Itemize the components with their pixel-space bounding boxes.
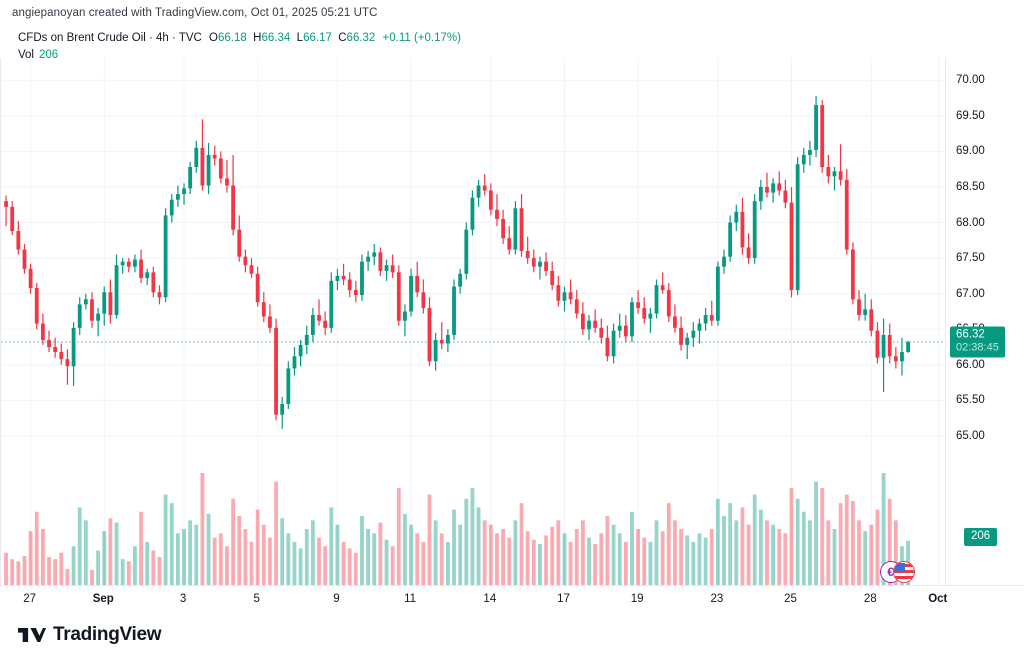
symbol-title[interactable]: CFDs on Brent Crude Oil · 4h · TVC bbox=[18, 32, 202, 44]
price-tick: 68.50 bbox=[956, 180, 985, 193]
us-flag-icon bbox=[893, 563, 914, 579]
time-tick: 23 bbox=[710, 593, 724, 605]
time-tick: 17 bbox=[557, 593, 570, 605]
close-value: 66.32 bbox=[346, 32, 376, 44]
open-label: O bbox=[209, 32, 218, 44]
watermark-text: angiepanoyan created with TradingView.co… bbox=[12, 7, 378, 19]
chart-plot-area[interactable]: € bbox=[0, 58, 946, 585]
footer: TradingView bbox=[0, 612, 1024, 665]
low-value: 66.17 bbox=[303, 32, 332, 44]
us-event-marker-icon[interactable] bbox=[892, 561, 915, 583]
time-tick: 28 bbox=[863, 593, 877, 605]
time-tick: 14 bbox=[483, 593, 497, 605]
high-value: 66.34 bbox=[261, 32, 291, 44]
high-label: H bbox=[253, 32, 262, 44]
euro-symbol: € bbox=[887, 565, 894, 579]
time-tick: 27 bbox=[23, 593, 37, 605]
open-value: 66.18 bbox=[218, 32, 247, 44]
time-tick: 5 bbox=[253, 593, 260, 605]
bar-countdown: 02:38:45 bbox=[956, 341, 999, 354]
tradingview-wordmark: TradingView bbox=[53, 624, 162, 645]
current-price-badge[interactable]: 66.32 02:38:45 bbox=[950, 326, 1005, 358]
time-tick: 11 bbox=[404, 593, 417, 605]
price-axis[interactable]: 70.0069.5069.0068.5068.0067.5067.0066.50… bbox=[945, 58, 1024, 585]
price-tick: 67.00 bbox=[956, 287, 985, 300]
time-tick: 19 bbox=[630, 593, 644, 605]
tradingview-logo[interactable]: TradingView bbox=[18, 624, 162, 646]
low-label: L bbox=[296, 32, 304, 44]
time-tick: Oct bbox=[928, 593, 948, 605]
price-tick: 69.00 bbox=[956, 145, 985, 158]
time-tick: 9 bbox=[333, 593, 340, 605]
volume-badge[interactable]: 206 bbox=[964, 527, 998, 546]
legend-row-ohlc: CFDs on Brent Crude Oil · 4h · TVC O66.1… bbox=[18, 31, 461, 46]
time-tick: 25 bbox=[784, 593, 797, 605]
close-label: C bbox=[338, 32, 347, 44]
tradingview-logo-icon bbox=[18, 628, 46, 642]
current-price-value: 66.32 bbox=[956, 328, 985, 341]
time-tick: 3 bbox=[179, 593, 187, 605]
price-tick: 65.50 bbox=[956, 394, 985, 407]
price-tick: 68.00 bbox=[956, 216, 985, 229]
price-tick: 67.50 bbox=[956, 252, 985, 265]
price-tick: 70.00 bbox=[956, 74, 985, 87]
price-tick: 66.00 bbox=[956, 358, 985, 371]
time-tick: Sep bbox=[92, 593, 114, 605]
candlestick-layer bbox=[1, 95, 946, 585]
change-value: +0.11 (+0.17%) bbox=[382, 32, 461, 44]
time-axis[interactable]: 27 Sep 3 5 9 11 14 17 19 23 25 28 Oct bbox=[0, 585, 1024, 612]
grid-layer bbox=[1, 58, 946, 585]
price-tick: 65.00 bbox=[956, 429, 985, 442]
price-tick: 69.50 bbox=[956, 109, 985, 122]
